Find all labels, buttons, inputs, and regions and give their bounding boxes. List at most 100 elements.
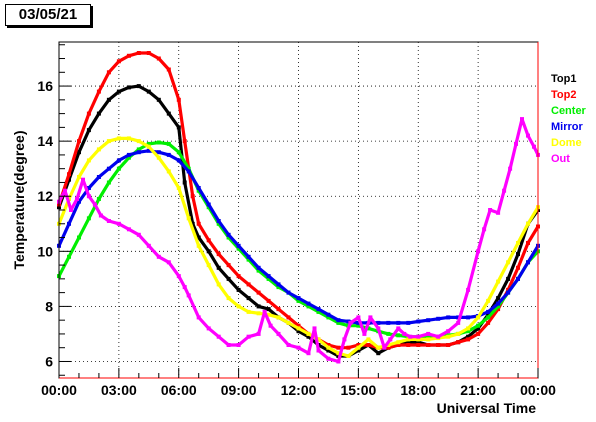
data-point (506, 290, 511, 295)
data-point (166, 141, 171, 146)
data-point (376, 351, 381, 356)
data-point (136, 232, 141, 237)
data-point (106, 70, 111, 75)
data-point (296, 326, 301, 331)
x-tick-label: 06:00 (161, 382, 197, 398)
data-point (456, 331, 461, 336)
data-point (306, 304, 311, 309)
data-point (236, 246, 241, 251)
data-point (176, 186, 181, 190)
data-point (146, 148, 151, 153)
x-tick-label: 03:00 (101, 382, 137, 398)
data-point (77, 139, 81, 144)
data-point (86, 216, 91, 221)
data-point (426, 337, 431, 342)
data-point (67, 172, 71, 177)
series-trace (57, 140, 540, 339)
x-tick-label: 09:00 (221, 382, 257, 398)
data-point (526, 133, 530, 138)
data-point (466, 326, 471, 331)
data-point (166, 169, 171, 174)
data-point (136, 147, 141, 152)
data-point (156, 140, 161, 145)
data-point (63, 188, 67, 193)
data-point (176, 125, 181, 130)
data-point (312, 326, 317, 331)
x-tick-label: 12:00 (281, 382, 317, 398)
y-tick-label: 12 (37, 188, 53, 204)
data-point (146, 51, 151, 55)
data-point (216, 221, 221, 226)
data-point (236, 274, 241, 279)
data-point (236, 243, 241, 248)
data-point (514, 141, 518, 146)
data-point (196, 243, 201, 248)
data-point (516, 265, 520, 270)
data-point (106, 97, 111, 102)
data-point (86, 111, 91, 116)
data-point (406, 320, 411, 325)
data-point (406, 340, 411, 345)
legend-entry-center: Center (551, 105, 587, 117)
data-point (246, 254, 251, 259)
y-tick-label: 16 (37, 78, 53, 94)
data-point (456, 340, 461, 345)
data-point (516, 252, 520, 257)
data-point (96, 197, 101, 201)
data-point (416, 337, 421, 342)
data-point (416, 340, 421, 345)
data-point (166, 111, 171, 116)
data-point (520, 117, 524, 122)
data-point (416, 319, 421, 324)
data-point (362, 331, 367, 336)
data-point (326, 315, 331, 320)
data-point (296, 296, 301, 301)
data-point (506, 260, 511, 265)
data-point (426, 343, 431, 347)
data-point (146, 89, 151, 94)
data-point (396, 340, 401, 345)
data-point (96, 111, 101, 116)
data-point (336, 345, 341, 350)
data-point (516, 276, 520, 281)
data-point (396, 320, 401, 325)
y-tick-label: 8 (45, 298, 53, 314)
data-point (176, 274, 181, 279)
data-point (156, 254, 161, 259)
series-top2 (57, 51, 540, 350)
data-point (276, 282, 281, 287)
data-point (286, 320, 291, 325)
data-point (366, 343, 371, 347)
data-point (136, 51, 141, 55)
data-point (106, 139, 111, 144)
data-point (136, 84, 141, 89)
data-point (526, 241, 530, 245)
data-point (316, 307, 321, 312)
data-point (488, 208, 493, 212)
data-point (126, 152, 131, 157)
legend-entry-top2: Top2 (551, 89, 576, 101)
data-point (186, 216, 191, 221)
data-point (276, 315, 281, 320)
data-point (426, 334, 431, 339)
data-point (246, 282, 251, 287)
data-point (92, 202, 97, 207)
data-point (296, 345, 301, 350)
y-axis-title: Temperature(degree) (11, 130, 27, 269)
data-point (426, 318, 431, 323)
data-point (496, 210, 501, 215)
data-point (166, 152, 171, 157)
data-point (96, 147, 101, 152)
data-point (426, 331, 431, 336)
data-point (268, 323, 273, 328)
x-tick-label: 21:00 (460, 382, 496, 398)
data-point (296, 298, 301, 303)
data-point (216, 334, 221, 339)
data-point (190, 221, 195, 226)
data-point (256, 265, 261, 270)
data-point (486, 309, 491, 314)
data-point (526, 260, 530, 265)
data-point (486, 320, 491, 325)
data-point (482, 227, 487, 232)
